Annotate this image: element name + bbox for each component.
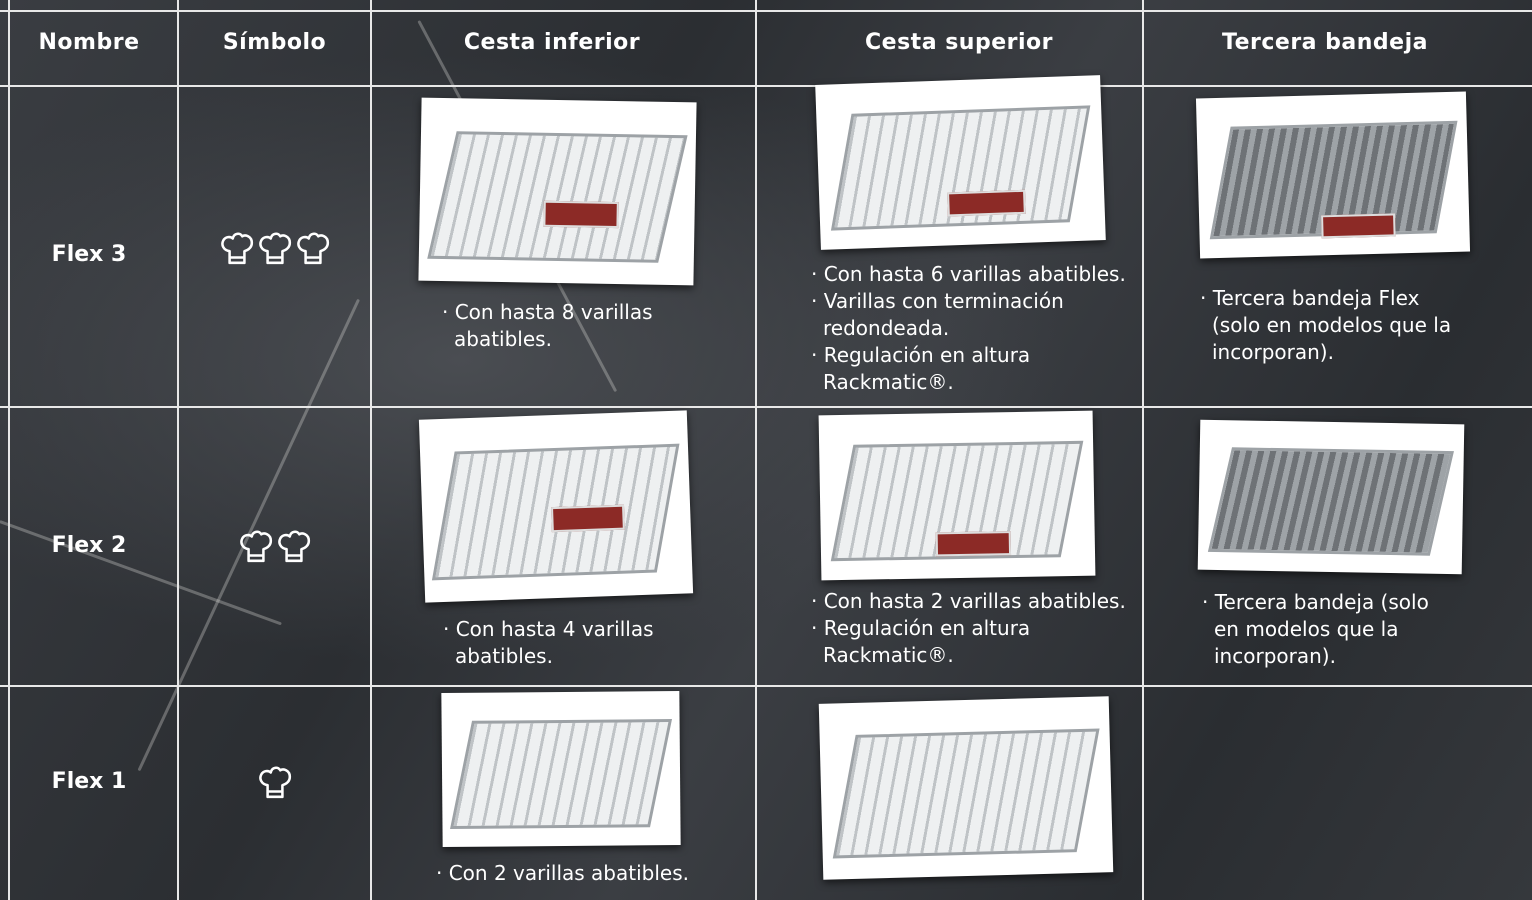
lower-text: · Con 2 varillas abatibles. [436,860,716,887]
upper-basket-image [818,410,1096,581]
column-line [1142,0,1144,900]
bullet: · Regulación en altura Rackmatic®. [811,343,1031,394]
bullet: · Con hasta 2 varillas abatibles. [811,589,1126,613]
column-line [370,0,372,900]
row-line [0,685,1532,687]
symbol [178,764,371,804]
header: Tercera bandeja [1222,30,1428,55]
lower-text: · Con hasta 4 varillas abatibles. [443,616,683,670]
bullet: · Varillas con terminación redondeada. [811,289,1064,340]
lower-text: · Con hasta 8 varillas abatibles. [442,299,672,353]
bullet: · Con hasta 6 varillas abatibles. [811,262,1126,286]
row-name: Flex 2 [51,533,127,558]
third-tray-image [1197,419,1465,575]
lower-basket-image [418,410,694,603]
row-line [0,85,1532,87]
symbol [178,528,371,568]
header: Cesta superior [865,30,1053,55]
lower-basket-image [418,97,697,286]
column-line [177,0,179,900]
third-text: · Tercera bandeja (solo en modelos que l… [1202,589,1442,670]
header: Símbolo [222,30,327,55]
third-text: · Tercera bandeja Flex (solo en modelos … [1200,285,1470,366]
upper-basket-image [815,75,1106,250]
header: Cesta inferior [463,30,641,55]
third-tray-image [1195,91,1471,259]
chef-hats [239,530,310,563]
chef-hats [220,232,329,265]
lower-basket-image [441,690,681,848]
chef-hats [258,766,291,799]
column-line [8,0,10,900]
bullet: · Con hasta 8 varillas abatibles. [442,300,653,351]
upper-basket-image [818,696,1114,880]
bullet: · Regulación en altura Rackmatic®. [811,616,1031,667]
symbol [178,230,371,270]
row-name: Flex 3 [51,242,127,267]
row-name: Flex 1 [51,769,127,794]
column-line [755,0,757,900]
bullet: · Tercera bandeja Flex (solo en modelos … [1200,286,1452,364]
upper-text: · Con hasta 2 varillas abatibles. · Regul… [811,588,1131,669]
upper-text: · Con hasta 6 varillas abatibles. · Varil… [811,261,1131,396]
header: Nombre [38,30,140,55]
row-line [0,406,1532,408]
row-line [0,10,1532,12]
bullet: · Con hasta 4 varillas abatibles. [443,617,654,668]
bullet: · Con 2 varillas abatibles. [436,861,689,885]
bullet: · Tercera bandeja (solo en modelos que l… [1202,590,1429,668]
